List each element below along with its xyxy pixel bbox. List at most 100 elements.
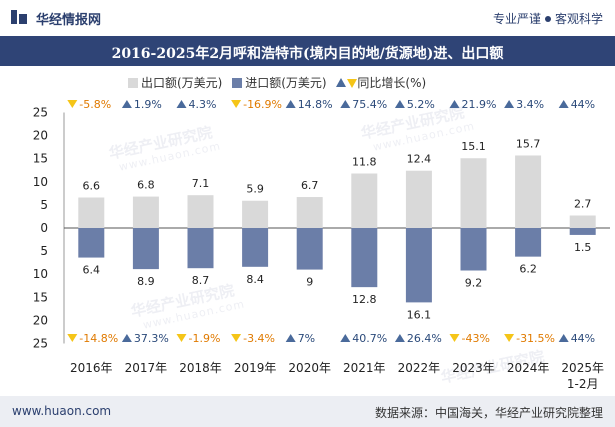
- x-tick-label: 2016年: [70, 361, 113, 375]
- brand-name: 华经情报网: [36, 13, 102, 28]
- import-bar: [351, 228, 378, 288]
- legend-up-triangle-icon: [336, 78, 347, 87]
- export-growth-label: -5.8%: [79, 98, 111, 111]
- y-tick-label: 10: [33, 267, 48, 281]
- export-value-label: 11.8: [352, 155, 377, 168]
- import-growth-label: -14.8%: [79, 332, 118, 345]
- x-tick-label: 2018年: [179, 361, 222, 375]
- import-value-label: 1.5: [574, 241, 592, 254]
- import-growth-label: 44%: [571, 332, 595, 345]
- export-growth-label: 14.8%: [298, 98, 333, 111]
- export-bar: [405, 170, 432, 228]
- export-growth-label: 3.4%: [516, 98, 544, 111]
- export-growth-up-triangle-icon: [285, 100, 296, 108]
- export-value-label: 2.7: [574, 198, 592, 211]
- chart-area: 25 20 15 10 5 0 5 10 15 20 25 6.6 6.4 -5.8% -14.8% 2016…: [33, 98, 610, 391]
- export-growth-label: 1.9%: [134, 98, 162, 111]
- y-tick-label: 25: [33, 106, 48, 120]
- import-growth-down-triangle-icon: [176, 334, 187, 342]
- export-value-label: 6.7: [301, 179, 319, 192]
- export-growth-label: 21.9%: [462, 98, 497, 111]
- y-tick-label: 15: [33, 152, 48, 166]
- y-tick-label: 5: [40, 198, 48, 212]
- footer: www.huaon.com 数据来源：中国海关，华经产业研究院整理: [0, 396, 615, 427]
- import-growth-label: -3.4%: [243, 332, 275, 345]
- import-value-label: 8.4: [246, 273, 264, 286]
- export-growth-label: 44%: [571, 98, 595, 111]
- y-tick-label: 25: [33, 337, 48, 351]
- import-bar: [515, 228, 542, 257]
- footer-source: 数据来源：中国海关，华经产业研究院整理: [374, 406, 603, 420]
- import-value-label: 6.4: [83, 264, 101, 277]
- legend-growth-label: 同比增长(%): [357, 76, 427, 90]
- export-growth-down-triangle-icon: [67, 100, 78, 108]
- import-value-label: 6.2: [519, 263, 537, 276]
- export-bar: [132, 196, 159, 228]
- export-growth-up-triangle-icon: [394, 100, 405, 108]
- export-growth-label: -16.9%: [243, 98, 282, 111]
- x-tick-label: 2025年: [561, 361, 604, 375]
- footer-site: www.huaon.com: [12, 404, 112, 418]
- legend-import-label: 进口额(万美元): [245, 76, 327, 90]
- y-tick-label: 0: [40, 221, 48, 235]
- export-growth-up-triangle-icon: [121, 100, 132, 108]
- export-bar: [296, 197, 323, 228]
- import-value-label: 8.9: [137, 275, 155, 288]
- import-growth-label: -43%: [462, 332, 490, 345]
- import-bar: [187, 228, 214, 269]
- import-growth-down-triangle-icon: [67, 334, 78, 342]
- chart-title: 2016-2025年2月呼和浩特市(境内目的地/货源地)进、出口额: [111, 46, 504, 62]
- import-growth-up-triangle-icon: [558, 334, 569, 342]
- export-growth-label: 4.3%: [189, 98, 217, 111]
- y-tick-label: 15: [33, 290, 48, 304]
- export-growth-up-triangle-icon: [449, 100, 460, 108]
- import-growth-down-triangle-icon: [231, 334, 242, 342]
- y-tick-label: 20: [33, 129, 48, 143]
- import-bar: [78, 228, 105, 258]
- top-bar: 华经情报网 专业严谨 客观科学: [0, 0, 615, 36]
- import-growth-label: 7%: [298, 332, 315, 345]
- x-tick-label: 2022年: [398, 361, 441, 375]
- export-bar: [242, 200, 269, 228]
- legend-down-triangle-icon: [347, 79, 358, 88]
- legend-growth: 同比增长(%): [336, 76, 426, 90]
- tagline-dot-icon: [544, 16, 551, 22]
- export-bar: [569, 215, 596, 228]
- x-tick-label: 2024年: [507, 361, 550, 375]
- import-value-label: 8.7: [192, 274, 210, 287]
- export-bar: [187, 195, 214, 228]
- import-growth-label: 26.4%: [407, 332, 442, 345]
- import-growth-label: -31.5%: [516, 332, 555, 345]
- import-bar: [132, 228, 159, 270]
- x-tick-label: 2017年: [125, 361, 168, 375]
- tagline: 专业严谨 客观科学: [493, 10, 603, 27]
- import-growth-label: -1.9%: [189, 332, 221, 345]
- export-bar: [351, 173, 378, 228]
- tagline-left: 专业严谨: [492, 12, 541, 26]
- y-tick-label: 20: [33, 313, 48, 327]
- export-growth-label: 5.2%: [407, 98, 435, 111]
- export-growth-up-triangle-icon: [176, 100, 187, 108]
- huajing-logo-icon: [11, 10, 27, 24]
- x-tick-label: 2019年: [234, 361, 277, 375]
- import-growth-down-triangle-icon: [504, 334, 515, 342]
- import-growth-up-triangle-icon: [121, 334, 132, 342]
- x-tick-label: 2021年: [343, 361, 386, 375]
- import-growth-down-triangle-icon: [449, 334, 460, 342]
- x-tick-label-line2: 1-2月: [567, 377, 599, 391]
- legend-export-label: 出口额(万美元): [141, 76, 223, 90]
- chart-legend: 出口额(万美元) 进口额(万美元) 同比增长(%): [128, 74, 432, 91]
- export-value-label: 6.6: [83, 180, 101, 193]
- export-value-label: 6.8: [137, 179, 155, 192]
- legend-import-swatch: [232, 78, 243, 88]
- import-growth-label: 40.7%: [352, 332, 387, 345]
- export-value-label: 15.1: [461, 140, 486, 153]
- export-growth-up-triangle-icon: [504, 100, 515, 108]
- legend-export: 出口额(万美元): [128, 76, 222, 90]
- title-bar: 2016-2025年2月呼和浩特市(境内目的地/货源地)进、出口额: [0, 36, 615, 66]
- import-growth-label: 37.3%: [134, 332, 169, 345]
- import-bar: [569, 228, 596, 235]
- export-value-label: 15.7: [516, 137, 541, 150]
- y-tick-label: 10: [33, 175, 48, 189]
- tagline-right: 客观科学: [554, 12, 603, 26]
